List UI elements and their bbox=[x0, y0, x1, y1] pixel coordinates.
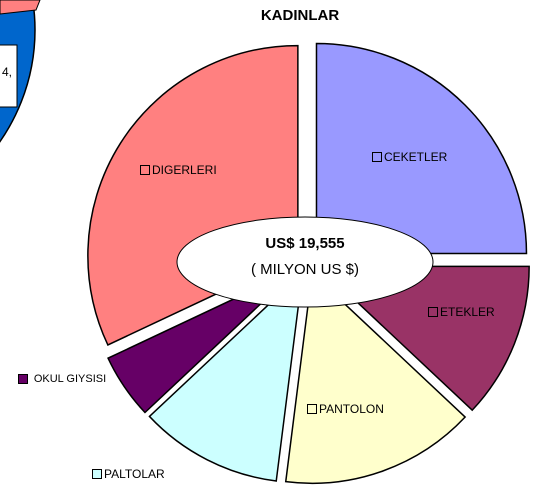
fragment-text: 4, bbox=[2, 65, 12, 79]
legend-swatch bbox=[18, 374, 28, 384]
slice-label-text: CEKETLER bbox=[384, 150, 448, 164]
pie-slice bbox=[315, 42, 528, 255]
slice-label-text: ETEKLER bbox=[440, 305, 495, 319]
fragment-pie bbox=[0, 0, 36, 143]
legend-swatch bbox=[140, 165, 150, 175]
center-ellipse bbox=[176, 216, 434, 308]
pie-slice bbox=[317, 265, 530, 412]
fragment-label-box bbox=[0, 44, 18, 108]
center-value: US$ 19,555 bbox=[265, 235, 344, 252]
legend-swatch bbox=[92, 469, 102, 479]
slice-label: PALTOLAR bbox=[92, 467, 165, 481]
pie-slice bbox=[148, 270, 304, 482]
slice-label: CEKETLER bbox=[372, 150, 447, 164]
legend-swatch bbox=[307, 404, 317, 414]
legend-swatch bbox=[428, 307, 438, 317]
slice-label: DIGERLERI bbox=[140, 163, 217, 177]
fragment-slice bbox=[0, 0, 41, 15]
slice-label: PANTOLON bbox=[307, 402, 384, 416]
slice-label: OKUL GIYSISI bbox=[18, 372, 110, 386]
pie-slice bbox=[107, 268, 299, 414]
center-unit: ( MILYON US $) bbox=[251, 261, 359, 278]
slice-label: ETEKLER bbox=[428, 305, 495, 319]
slice-label-text: OKUL GIYSISI bbox=[33, 373, 107, 385]
slice-label-text: PANTOLON bbox=[319, 402, 384, 416]
slice-label-text: DIGERLERI bbox=[152, 163, 217, 177]
pie-slice bbox=[284, 271, 467, 485]
slice-label-text: PALTOLAR bbox=[104, 467, 165, 481]
legend-swatch bbox=[372, 152, 382, 162]
chart-title: KADINLAR bbox=[261, 7, 339, 24]
